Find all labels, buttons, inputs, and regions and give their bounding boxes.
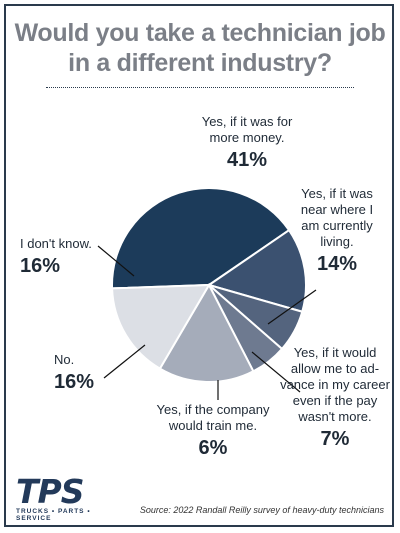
frame-border — [4, 4, 394, 527]
leader-line-dont-know — [97, 245, 135, 277]
slice-label-near: Yes, if it was near where I am currently… — [282, 186, 392, 276]
slice-label-advance: Yes, if it would allow me to ad- vance i… — [277, 345, 393, 451]
leader-line-advance — [251, 351, 301, 393]
slice-pct-train: 6% — [198, 437, 228, 459]
slice-label-no: No. 16% — [54, 352, 114, 394]
slice-pct-advance: 7% — [320, 428, 350, 450]
leader-line-no — [103, 344, 146, 379]
slice-label-dont-know: I don't know. 16% — [20, 236, 120, 278]
pie-slice-dont-know — [111, 283, 211, 371]
page-title: Would you take a technician job in a dif… — [14, 19, 386, 77]
source-note: Source: 2022 Randall Reilly survey of he… — [139, 505, 384, 515]
slice-label-train: Yes, if the company would train me. 6% — [138, 402, 288, 460]
leader-line-near — [267, 289, 317, 325]
pie-slice-money — [111, 187, 291, 290]
slice-pct-no: 16% — [54, 371, 95, 393]
title-divider — [46, 87, 354, 88]
logo-tagline: TRUCKS • PARTS • SERVICE — [16, 508, 91, 522]
pie-slice-no — [158, 282, 255, 383]
logo-mark: TPS — [16, 472, 84, 511]
slice-pct-money: 41% — [226, 149, 268, 171]
slice-label-money: Yes, if it was for more money. 41% — [172, 114, 322, 172]
slice-pct-near: 14% — [316, 253, 358, 275]
tps-logo: TPS TRUCKS • PARTS • SERVICE — [16, 472, 116, 523]
slice-pct-dont-know: 16% — [20, 255, 61, 277]
